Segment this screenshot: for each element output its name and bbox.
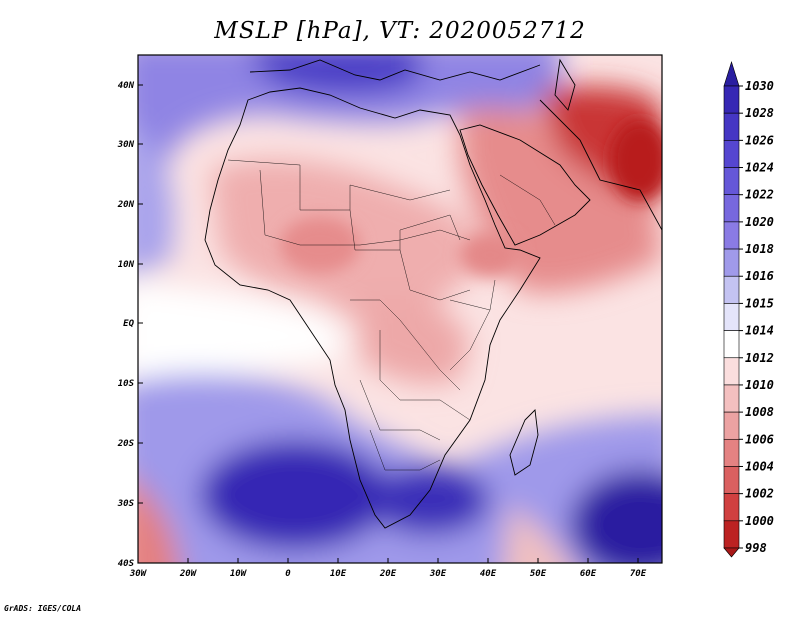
colorbar-segment [723, 438, 740, 467]
atlantic-high-west [138, 130, 174, 273]
colorbar-segment [723, 520, 740, 549]
africa-coastline [204, 87, 541, 529]
colorbar-segment [723, 221, 740, 250]
y-tick-label: 10N [118, 260, 135, 270]
colorbar-segment [723, 85, 740, 114]
colorbar-segment [723, 466, 740, 494]
country-borders [227, 159, 556, 471]
colorbar-label: 1002 [745, 487, 774, 501]
south-madagascar-low [503, 505, 569, 563]
horn-low-core [460, 233, 520, 277]
plot-frame [137, 54, 663, 564]
colorbar-segment [723, 303, 740, 331]
colorbar-label: 1028 [745, 106, 774, 120]
coastlines [204, 58, 662, 529]
colorbar-top-extension [723, 60, 740, 87]
x-tick-label: 10E [330, 569, 347, 579]
colorbar-label: 1016 [745, 269, 774, 283]
y-tick-label: 30S [117, 499, 135, 509]
y-tick-label: 40S [118, 559, 135, 569]
colorbar-bottom-extension [723, 547, 740, 558]
x-tick-label: 20E [379, 569, 397, 579]
colorbar-label: 1000 [745, 514, 774, 528]
south-atlantic-high [200, 440, 390, 550]
colorbar-label: 1024 [745, 161, 774, 175]
y-tick-label: 10S [118, 379, 135, 389]
colorbar-label: 1012 [745, 351, 774, 365]
x-tick-label: 30E [429, 569, 447, 579]
x-tick-label: 30W [129, 569, 148, 579]
colorbar-label: 1014 [745, 324, 774, 338]
x-tick-label: 10W [230, 569, 248, 579]
x-axis: 30W 20W 10W 0 10E 20E 30E 40E 50E 60E 70E [129, 558, 647, 579]
equatorial-white [138, 282, 340, 380]
madagascar-coastline [509, 409, 539, 476]
pakistan-low-core [610, 120, 662, 200]
colorbar-segment [723, 167, 740, 196]
colorbar-segment [723, 140, 740, 168]
colorbar-label: 1030 [745, 79, 774, 93]
colorbar-label: 1008 [745, 405, 774, 419]
arabia-coastline [459, 124, 591, 246]
central-africa-low [360, 296, 470, 384]
pressure-field [138, 55, 662, 563]
north-high-band [138, 55, 560, 214]
x-tick-label: 70E [630, 569, 647, 579]
x-tick-label: 60E [580, 569, 597, 579]
colorbar-segment [723, 248, 740, 277]
footer-credit: GrADS: IGES/COLA [4, 604, 82, 613]
colorbar-segment [723, 411, 740, 440]
colorbar-label: 1018 [745, 242, 774, 256]
y-tick-label: 30N [117, 140, 135, 150]
x-tick-label: 0 [285, 569, 291, 579]
indian-ocean-high [570, 470, 662, 563]
south-africa-high [370, 465, 490, 535]
map-title: MSLP [hPa], VT: 2020052712 [214, 18, 586, 44]
colorbar-segment [723, 384, 740, 413]
colorbar-label: 1020 [745, 215, 774, 229]
colorbar-label: 1010 [745, 378, 774, 392]
colorbar-segment [723, 194, 740, 223]
colorbar-segment [723, 357, 740, 386]
colorbar-segment [723, 330, 740, 359]
colorbar-label: 1026 [745, 133, 774, 147]
x-tick-label: 50E [530, 569, 547, 579]
europe-coastline [249, 59, 541, 81]
sw-atlantic-low [138, 484, 179, 563]
north-high-core [252, 55, 420, 95]
y-tick-label: 20S [117, 439, 135, 449]
colorbar-label: 1004 [745, 459, 774, 473]
colorbar-label: 998 [745, 541, 767, 555]
y-tick-label: 40N [118, 81, 135, 91]
y-tick-label: EQ [123, 319, 134, 329]
colorbar-label: 1022 [745, 188, 774, 202]
colorbar-segment [723, 112, 740, 141]
colorbar-segment [723, 275, 740, 304]
x-tick-label: 40E [480, 569, 497, 579]
colorbar-label: 1015 [745, 296, 774, 310]
y-tick-label: 20N [117, 200, 135, 210]
x-tick-label: 20W [179, 569, 198, 579]
y-axis: 40N 30N 20N 10N EQ 10S 20S 30S 40S [117, 81, 143, 569]
asia-coastline [539, 99, 662, 231]
colorbar-label: 1006 [745, 432, 774, 446]
colorbar-segment [723, 493, 740, 522]
colorbar: 1030 1028 1026 1024 1022 1020 1018 1016 1015 1014… [723, 60, 774, 558]
caspian-coastline [554, 58, 576, 111]
